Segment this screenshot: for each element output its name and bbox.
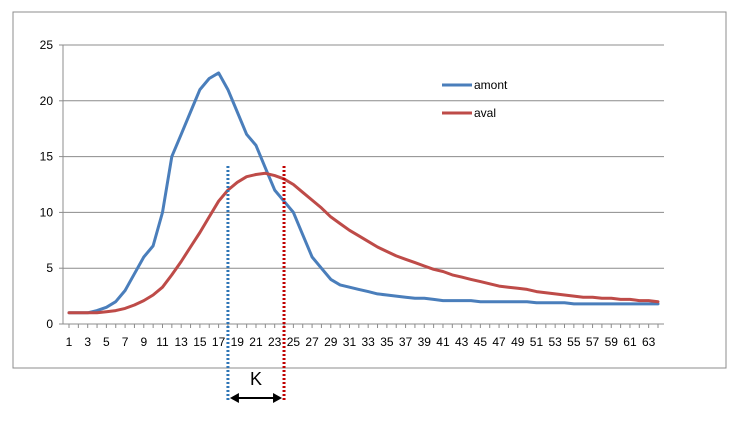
- x-tick-label: 21: [249, 335, 263, 349]
- x-tick-label: 33: [361, 335, 375, 349]
- x-tick-label: 61: [623, 335, 637, 349]
- k-arrow-head-left: [229, 393, 239, 403]
- x-tick-label: 45: [474, 335, 488, 349]
- x-tick-label: 15: [193, 335, 207, 349]
- k-label: K: [250, 369, 262, 389]
- x-tick-label: 41: [436, 335, 450, 349]
- x-tick-label: 3: [84, 335, 91, 349]
- x-tick-label: 5: [103, 335, 110, 349]
- k-arrow-head-right: [273, 393, 283, 403]
- series-lines: [67, 71, 660, 315]
- series-line-aval: [67, 171, 660, 315]
- y-tick-label: 10: [40, 205, 54, 219]
- legend: amont aval: [442, 78, 508, 120]
- x-tick-label: 27: [305, 335, 319, 349]
- x-tick-label: 29: [324, 335, 338, 349]
- x-tick-label: 7: [122, 335, 129, 349]
- x-tick-label: 31: [343, 335, 357, 349]
- x-tick-label: 57: [586, 335, 600, 349]
- x-tick-label: 13: [175, 335, 189, 349]
- chart-frame: [12, 11, 727, 369]
- y-tick-label: 25: [40, 38, 54, 52]
- x-tick-label: 49: [511, 335, 525, 349]
- x-tick-label: 39: [418, 335, 432, 349]
- x-tick-label: 55: [567, 335, 581, 349]
- x-tick-label: 51: [530, 335, 544, 349]
- k-annotation: K: [229, 369, 283, 403]
- x-tick-label: 19: [231, 335, 245, 349]
- y-tick-label: 20: [40, 94, 54, 108]
- x-tick-label: 35: [380, 335, 394, 349]
- y-tick-label: 15: [40, 150, 54, 164]
- legend-label-amont: amont: [474, 78, 508, 92]
- x-tick-label: 47: [492, 335, 506, 349]
- x-tick-label: 43: [455, 335, 469, 349]
- x-tick-label: 59: [605, 335, 619, 349]
- x-tick-label: 23: [268, 335, 282, 349]
- x-tick-label: 17: [212, 335, 226, 349]
- x-tick-label: 9: [140, 335, 147, 349]
- y-tick-label: 5: [46, 261, 53, 275]
- x-tick-label: 25: [287, 335, 301, 349]
- x-tick-label: 63: [642, 335, 656, 349]
- marker-lines: [226, 166, 286, 402]
- x-tick-label: 11: [156, 335, 169, 349]
- x-tick-label: 1: [66, 335, 73, 349]
- y-tick-label: 0: [46, 317, 53, 331]
- legend-label-aval: aval: [474, 106, 496, 120]
- x-tick-label: 53: [548, 335, 562, 349]
- x-tick-label: 37: [399, 335, 413, 349]
- series-line-amont: [67, 71, 660, 315]
